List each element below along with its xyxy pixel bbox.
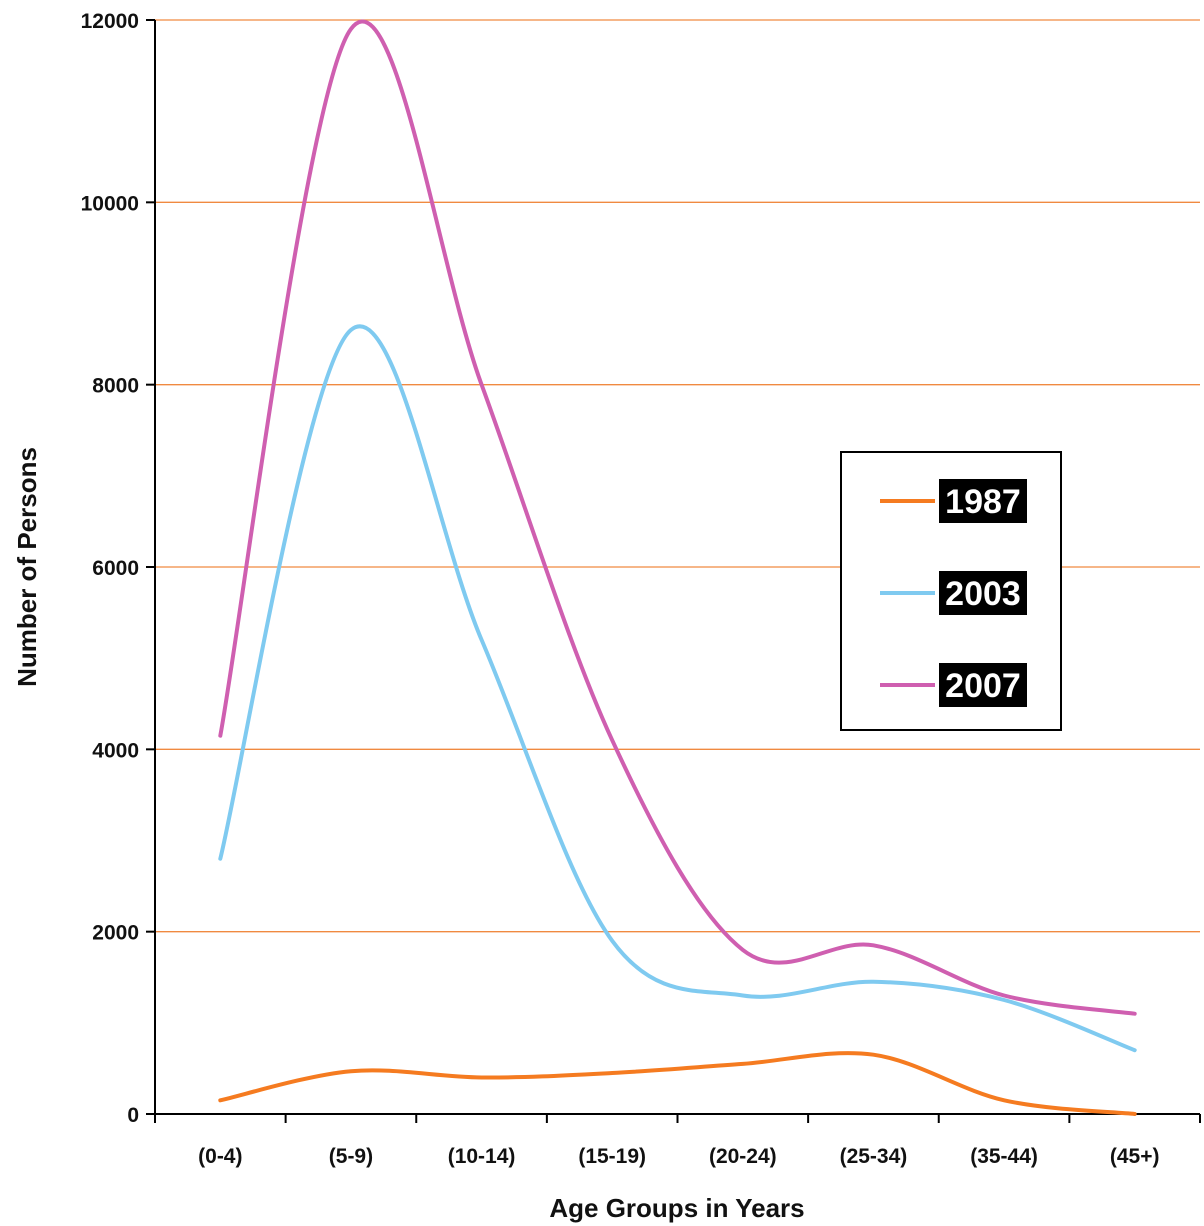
x-tick-label: (45+) <box>1110 1145 1160 1168</box>
legend-label-bg <box>939 571 1027 615</box>
series-line-1987 <box>218 1051 1137 1116</box>
y-tick-label: 12000 <box>81 10 139 33</box>
x-tick-label: (25-34) <box>840 1145 908 1168</box>
gridlines <box>155 19 1200 933</box>
y-tick-labels: 0 2000 4000 6000 8000 10000 12000 <box>81 10 139 1127</box>
axes <box>146 19 1201 1123</box>
y-tick-label: 8000 <box>92 375 139 398</box>
legend-label: 1987 <box>945 483 1021 521</box>
legend-label-bg <box>939 479 1027 523</box>
y-tick-label: 10000 <box>81 192 139 215</box>
legend-label: 2007 <box>945 667 1021 705</box>
series-line-2003 <box>218 324 1137 1053</box>
legend-label: 2003 <box>945 575 1021 613</box>
y-tick-label: 0 <box>127 1104 139 1127</box>
x-axis-title: Age Groups in Years <box>549 1193 804 1223</box>
x-tick-label: (10-14) <box>448 1145 516 1168</box>
x-tick-label: (0-4) <box>198 1145 242 1168</box>
y-tick-label: 4000 <box>92 739 139 762</box>
legend: 1987 2003 2007 <box>840 451 1062 731</box>
x-tick-label: (15-19) <box>578 1145 646 1168</box>
series-line-2007 <box>218 19 1137 1016</box>
legend-label-bg <box>939 663 1027 707</box>
x-tick-labels: (0-4) (5-9) (10-14) (15-19) (20-24) (25-34) (3… <box>198 1145 1159 1168</box>
x-tick-label: (5-9) <box>329 1145 373 1168</box>
x-tick-label: (20-24) <box>709 1145 777 1168</box>
y-tick-label: 2000 <box>92 922 139 945</box>
y-axis-title: Number of Persons <box>12 447 42 687</box>
y-tick-label: 6000 <box>92 557 139 580</box>
x-tick-label: (35-44) <box>970 1145 1038 1168</box>
series-lines <box>218 19 1137 1116</box>
